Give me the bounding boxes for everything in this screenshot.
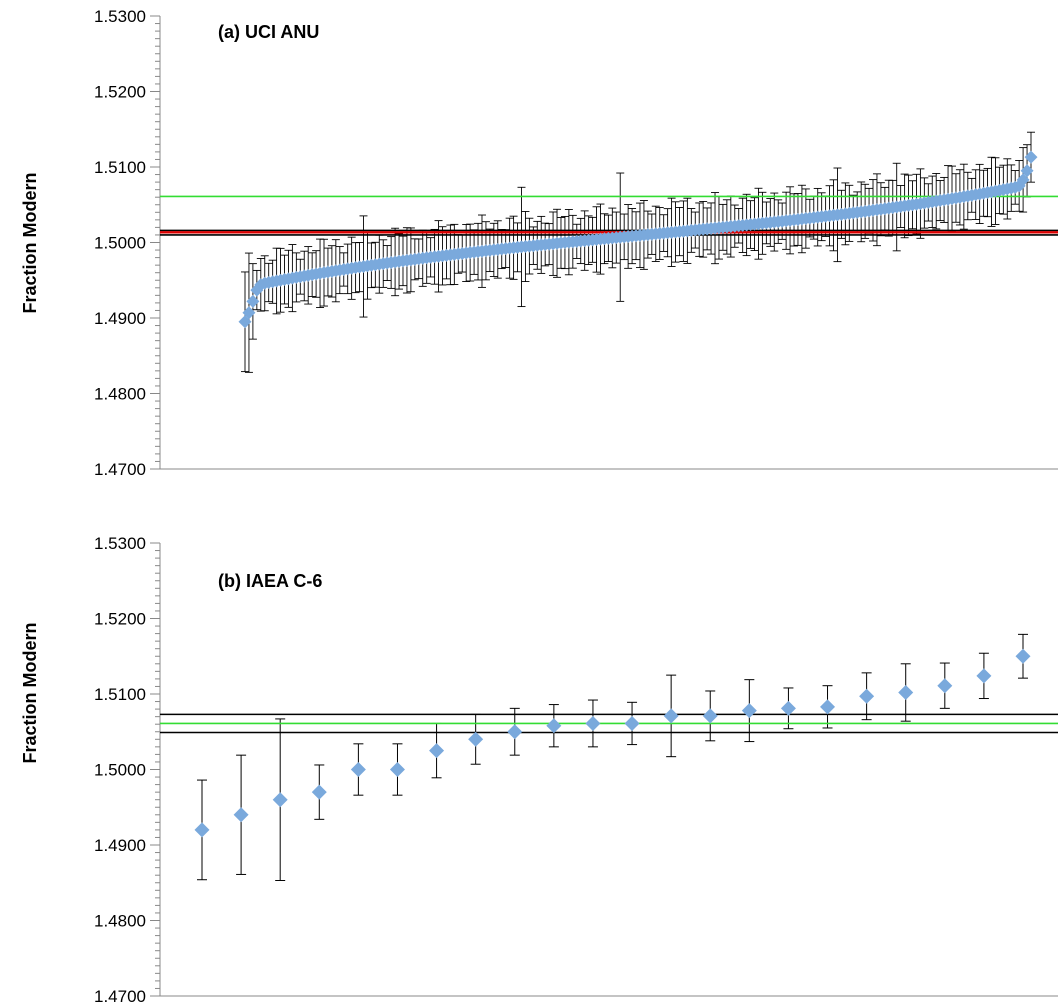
data-point-marker [1016,173,1030,187]
data-point-marker [238,315,252,329]
y-tick-label: 1.5100 [94,158,146,177]
data-point-marker [272,792,288,808]
data-point-marker [546,718,562,734]
panel-iaea-c6: Fraction Modern (b) IAEA C-6 1.4700 1.480… [20,534,1058,1004]
data-point-marker [389,762,405,777]
data-point-marker [311,784,327,800]
data-point-marker [702,708,718,724]
data-point-marker [507,724,523,740]
y-tick-label: 1.5100 [94,685,146,704]
data-point-marker [663,708,679,724]
y-tick-label: 1.5300 [94,534,146,553]
y-axis-label-b: Fraction Modern [20,622,40,763]
y-tick-label: 1.5200 [94,610,146,629]
y-tick-label: 1.4900 [94,309,146,328]
data-point-marker [429,743,445,759]
data-point-marker [741,703,757,719]
panel-title-a: (a) UCI ANU [218,22,319,42]
data-point-marker [585,715,601,731]
data-point-marker [976,668,992,684]
y-tick-label: 1.5300 [94,7,146,26]
panel-title-b: (b) IAEA C-6 [218,571,322,591]
y-axis-label-a: Fraction Modern [20,172,40,313]
y-tick-label: 1.5000 [94,761,146,780]
data-point-marker [780,700,796,716]
data-point-marker [246,294,260,308]
data-point-marker [624,715,640,731]
data-point-marker [233,807,249,823]
data-point-marker [937,678,953,694]
data-point-marker [898,684,914,700]
data-point-marker [1024,150,1038,164]
y-tick-label: 1.4900 [94,836,146,855]
y-tick-label: 1.4700 [94,460,146,479]
y-tick-label: 1.5000 [94,234,146,253]
y-tick-label: 1.4800 [94,912,146,931]
data-point-marker [1015,648,1031,664]
data-point-marker [194,822,210,838]
y-tick-label: 1.5200 [94,83,146,102]
data-point-marker [1020,164,1034,178]
data-point-marker [468,731,484,747]
data-point-marker [242,306,256,320]
data-point-marker [350,762,366,777]
y-tick-label: 1.4800 [94,385,146,404]
panel-uci-anu: Fraction Modern (a) UCI ANU 1.4700 1.4800… [20,7,1058,479]
data-point-marker [859,688,875,704]
y-tick-label: 1.4700 [94,987,146,1004]
data-point-marker [820,699,836,715]
